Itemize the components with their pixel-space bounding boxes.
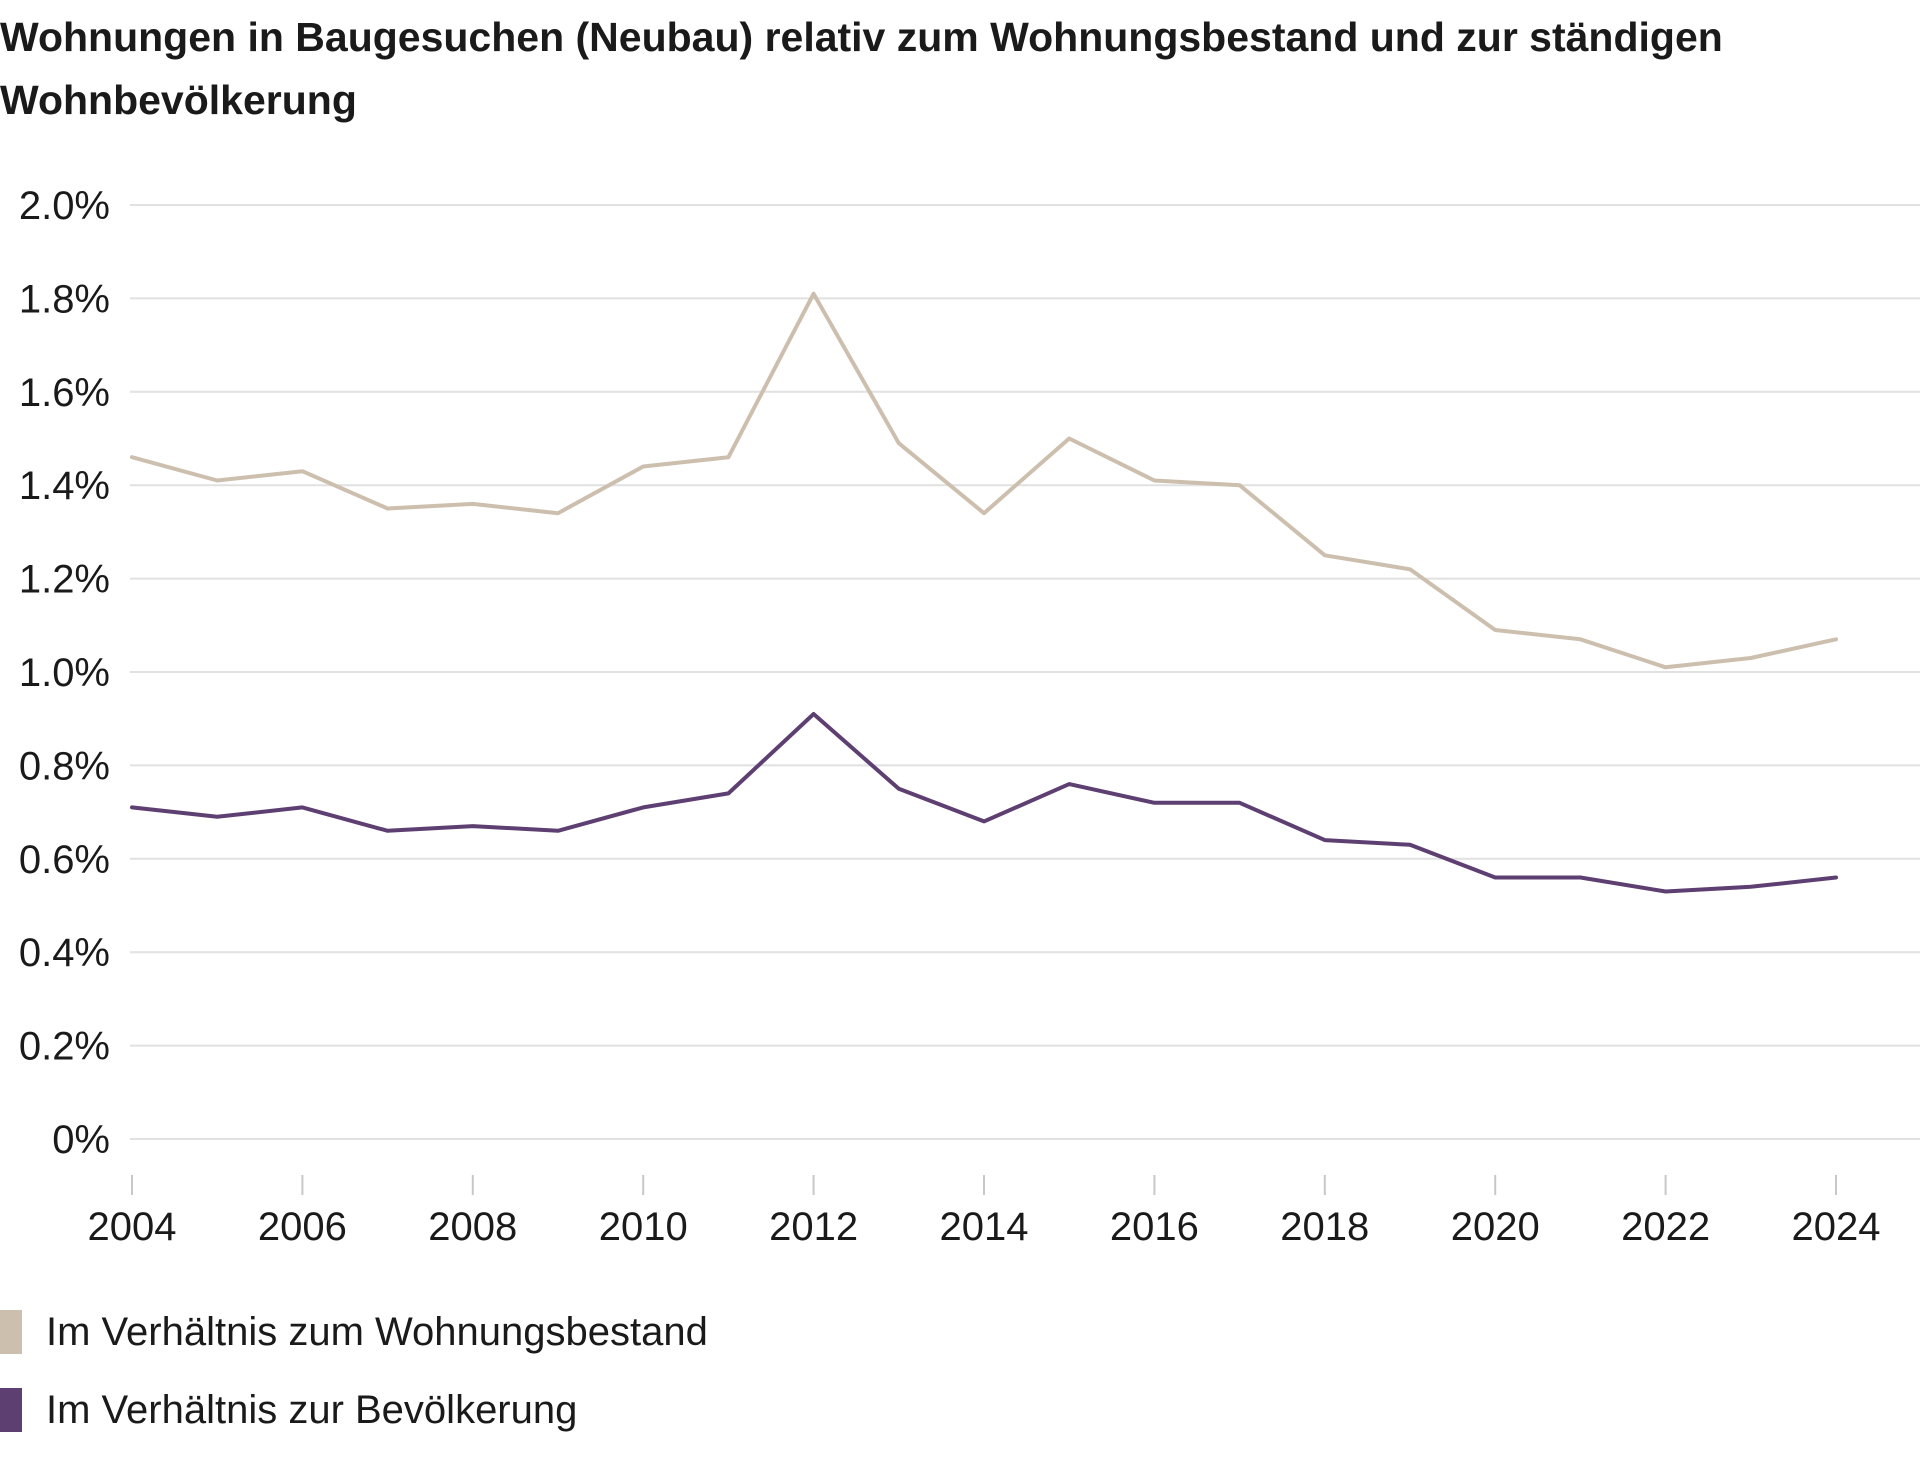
- x-tick-label: 2006: [258, 1205, 347, 1249]
- legend-label: Im Verhältnis zur Bevölkerung: [46, 1388, 578, 1432]
- y-tick-label: 0.4%: [19, 931, 110, 975]
- x-tick-label: 2020: [1451, 1205, 1540, 1249]
- x-tick-label: 2004: [88, 1205, 177, 1249]
- legend-swatch: [0, 1310, 22, 1354]
- x-axis: 2004 2006 2008 2010 2012 2014 2016 2018 2020 2022…: [88, 1175, 1881, 1249]
- line-chart: 0% 0.2% 0.4% 0.6% 0.8% 1.0% 1.2% 1.4% 1.6% 1.8% 2.…: [19, 184, 1920, 1249]
- x-tick-label: 2012: [769, 1205, 858, 1249]
- x-tick-label: 2022: [1621, 1205, 1710, 1249]
- x-tick-label: 2010: [599, 1205, 688, 1249]
- legend-item: Im Verhältnis zum Wohnungsbestand: [0, 1306, 1900, 1384]
- series-lines: [130, 291, 1838, 894]
- legend-label: Im Verhältnis zum Wohnungsbestand: [46, 1310, 708, 1354]
- x-tick-label: 2018: [1280, 1205, 1369, 1249]
- x-tick-label: 2016: [1110, 1205, 1199, 1249]
- legend-item: Im Verhältnis zur Bevölkerung: [0, 1384, 1900, 1462]
- series-line-2: [130, 712, 1838, 894]
- y-tick-label: 0.2%: [19, 1025, 110, 1069]
- y-tick-label: 0%: [52, 1118, 110, 1162]
- y-tick-label: 1.8%: [19, 277, 110, 321]
- legend-swatch: [0, 1388, 22, 1432]
- y-tick-label: 1.2%: [19, 558, 110, 602]
- series-line-1: [130, 291, 1838, 670]
- gridlines: [130, 204, 1920, 1140]
- y-tick-label: 0.6%: [19, 838, 110, 882]
- x-tick-label: 2024: [1792, 1205, 1881, 1249]
- x-tick-label: 2008: [428, 1205, 517, 1249]
- legend: Im Verhältnis zum Wohnungsbestand Im Verh…: [0, 1306, 1900, 1462]
- chart-title: Wohnungen in Baugesuchen (Neubau) relati…: [0, 14, 1723, 123]
- y-tick-label: 1.4%: [19, 464, 110, 508]
- x-tick-label: 2014: [940, 1205, 1029, 1249]
- y-tick-label: 0.8%: [19, 744, 110, 788]
- y-tick-label: 2.0%: [19, 184, 110, 228]
- y-axis-ticks: 0% 0.2% 0.4% 0.6% 0.8% 1.0% 1.2% 1.4% 1.6% 1.8% 2.…: [19, 184, 110, 1162]
- y-tick-label: 1.0%: [19, 651, 110, 695]
- y-tick-label: 1.6%: [19, 371, 110, 415]
